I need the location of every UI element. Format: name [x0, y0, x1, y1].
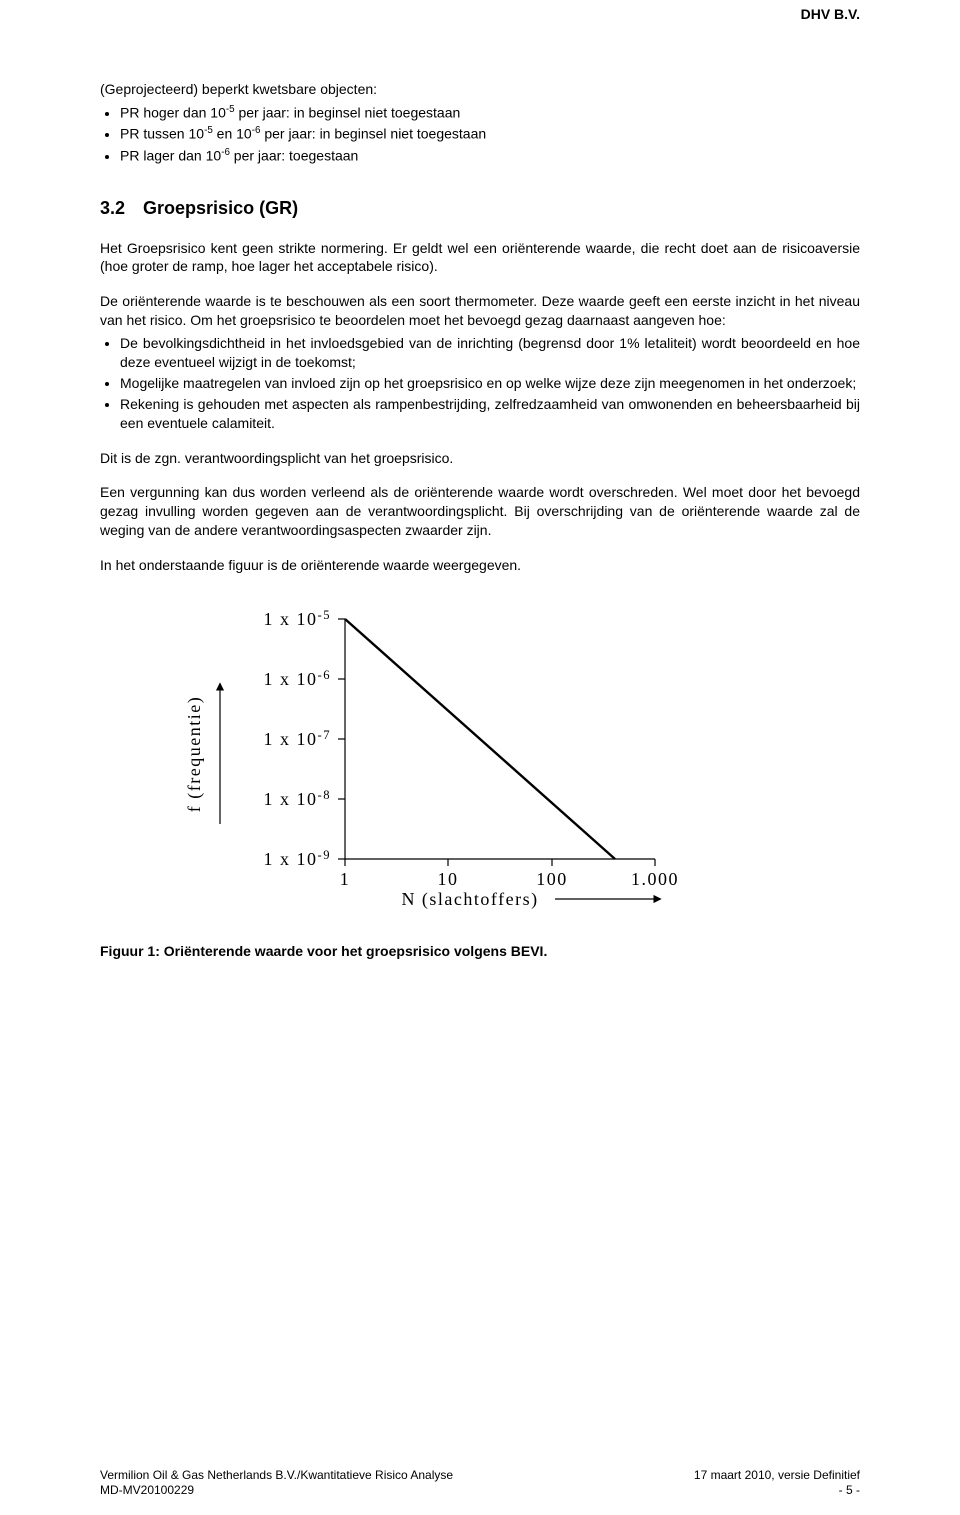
- text: en 10: [213, 126, 252, 142]
- list-item: PR tussen 10-5 en 10-6 per jaar: in begi…: [120, 124, 860, 144]
- section-title-text: Groepsrisico (GR): [143, 198, 298, 218]
- paragraph: De oriënterende waarde is te beschouwen …: [100, 292, 860, 330]
- list-item: Rekening is gehouden met aspecten als ra…: [120, 395, 860, 433]
- svg-text:f (frequentie): f (frequentie): [184, 696, 205, 812]
- svg-text:100: 100: [536, 869, 568, 889]
- svg-text:1 x 10-8: 1 x 10-8: [264, 788, 332, 809]
- text: per jaar: toegestaan: [230, 148, 358, 164]
- svg-text:N (slachtoffers): N (slachtoffers): [401, 889, 538, 910]
- paragraph: Het Groepsrisico kent geen strikte norme…: [100, 239, 860, 277]
- footer-text: 17 maart 2010, versie Definitief: [694, 1468, 860, 1482]
- footer-right: 17 maart 2010, versie Definitief - 5 -: [694, 1468, 860, 1499]
- sup: -5: [204, 125, 213, 136]
- paragraph: Een vergunning kan dus worden verleend a…: [100, 483, 860, 540]
- text: PR lager dan 10: [120, 148, 221, 164]
- intro-subtitle: (Geprojecteerd) beperkt kwetsbare object…: [100, 80, 860, 99]
- footer-text: MD-MV20100229: [100, 1483, 194, 1497]
- paragraph: In het onderstaande figuur is de oriënte…: [100, 556, 860, 575]
- svg-text:10: 10: [438, 869, 459, 889]
- footer-text: Vermilion Oil & Gas Netherlands B.V./Kwa…: [100, 1468, 453, 1482]
- sup: -5: [226, 104, 235, 115]
- section-title: 3.2 Groepsrisico (GR): [100, 198, 860, 219]
- svg-text:1: 1: [340, 869, 351, 889]
- header-company: DHV B.V.: [801, 6, 860, 22]
- svg-text:1 x 10-6: 1 x 10-6: [264, 668, 332, 689]
- list-item: PR lager dan 10-6 per jaar: toegestaan: [120, 146, 860, 166]
- consideration-list: De bevolkingsdichtheid in het invloedsge…: [100, 334, 860, 432]
- text: PR tussen 10: [120, 126, 204, 142]
- svg-text:1 x 10-5: 1 x 10-5: [264, 608, 332, 629]
- svg-text:1.000: 1.000: [631, 869, 679, 889]
- figure-caption: Figuur 1: Oriënterende waarde voor het g…: [100, 942, 860, 961]
- svg-text:1 x 10-7: 1 x 10-7: [264, 728, 332, 749]
- text: per jaar: in beginsel niet toegestaan: [260, 126, 486, 142]
- page-footer: Vermilion Oil & Gas Netherlands B.V./Kwa…: [100, 1468, 860, 1499]
- paragraph: Dit is de zgn. verantwoordingsplicht van…: [100, 449, 860, 468]
- fn-curve-chart: 1 x 10-5 1 x 10-6 1 x 10-7 1 x 10-8 1 x 10-9…: [160, 599, 680, 919]
- text: PR hoger dan 10: [120, 105, 226, 121]
- section-number: 3.2: [100, 198, 125, 218]
- footer-left: Vermilion Oil & Gas Netherlands B.V./Kwa…: [100, 1468, 453, 1499]
- list-item: De bevolkingsdichtheid in het invloedsge…: [120, 334, 860, 372]
- text: per jaar: in beginsel niet toegestaan: [235, 105, 461, 121]
- intro-list: PR hoger dan 10-5 per jaar: in beginsel …: [100, 103, 860, 166]
- list-item: Mogelijke maatregelen van invloed zijn o…: [120, 374, 860, 393]
- svg-text:1 x 10-9: 1 x 10-9: [264, 848, 332, 869]
- sup: -6: [221, 147, 230, 158]
- footer-text: - 5 -: [839, 1483, 860, 1497]
- list-item: PR hoger dan 10-5 per jaar: in beginsel …: [120, 103, 860, 123]
